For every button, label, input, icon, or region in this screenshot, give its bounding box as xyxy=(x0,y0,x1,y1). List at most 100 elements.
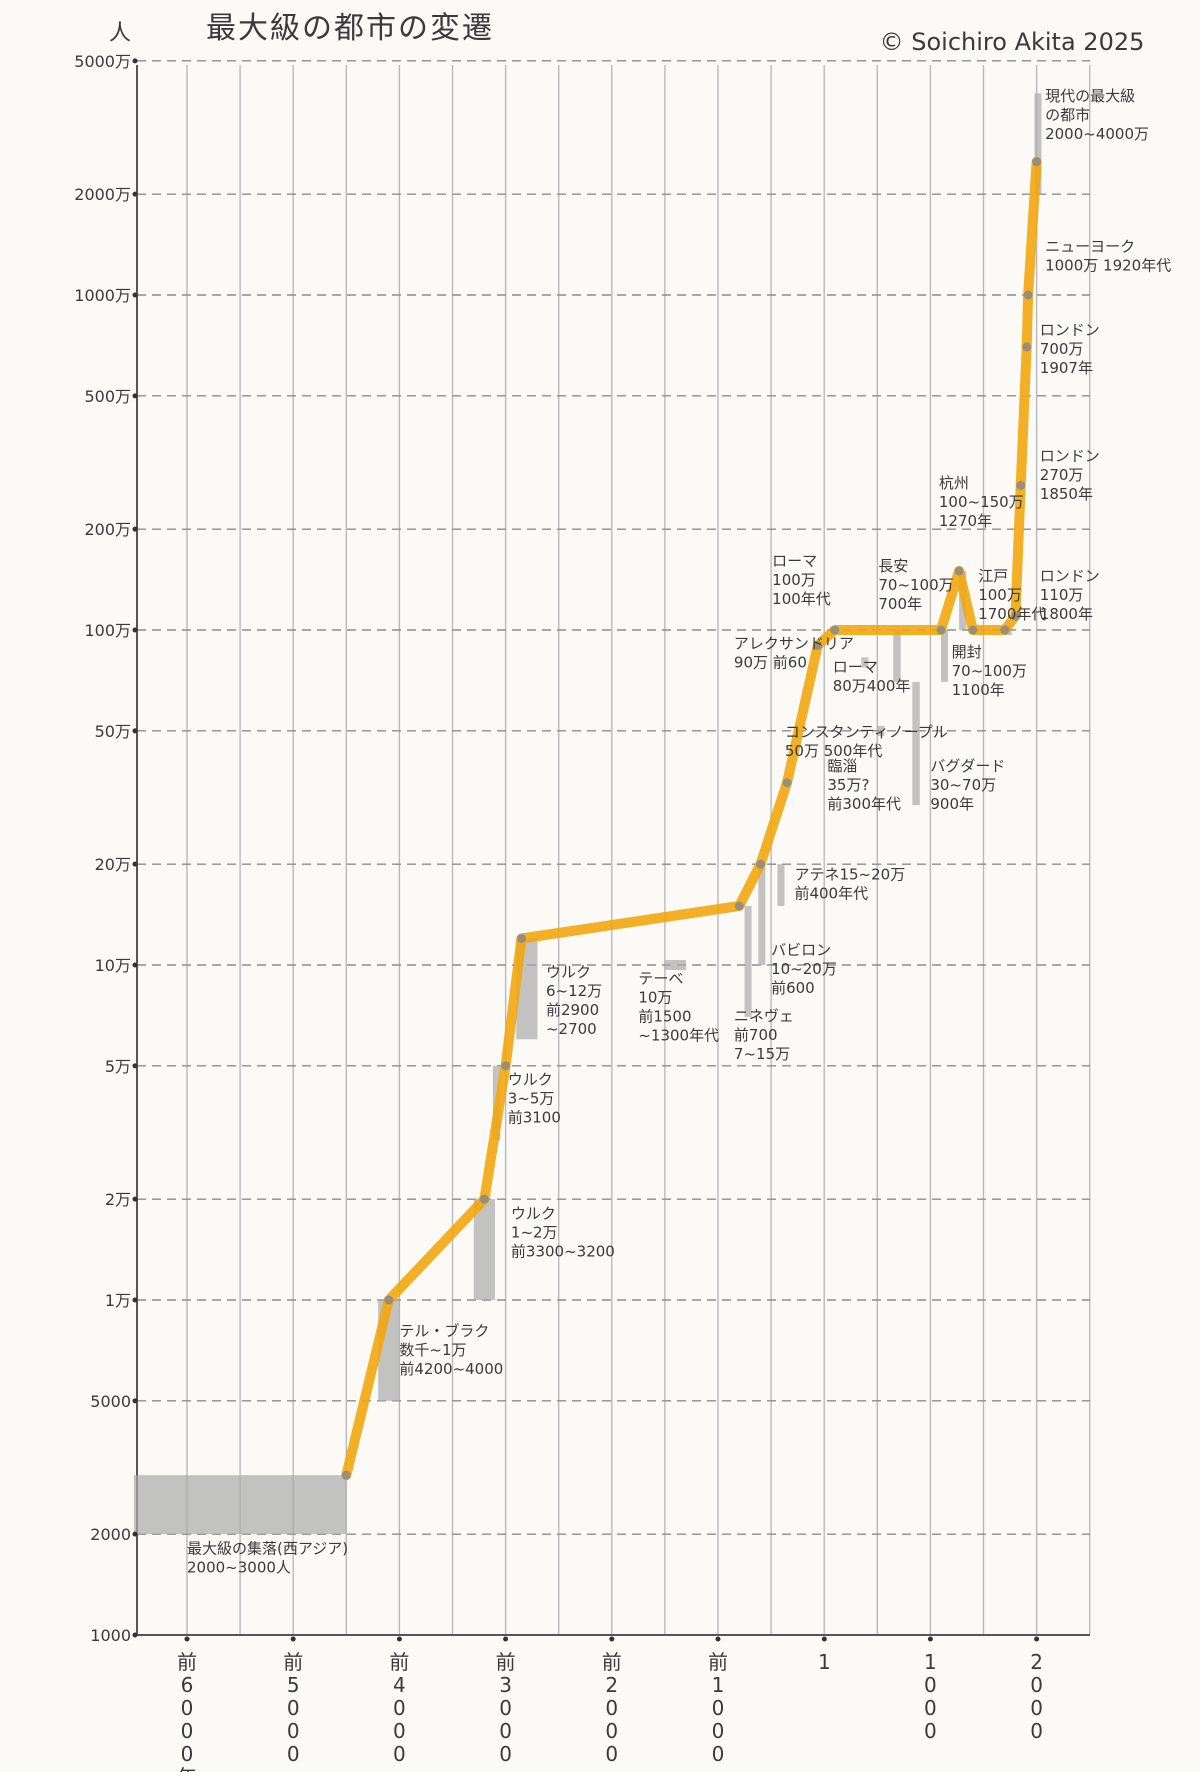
annotation: バグダード 30~70万 900年 xyxy=(930,757,1005,813)
y-tick-dot xyxy=(132,1531,138,1537)
annotation: テーベ 10万前1500 ~1300年代 xyxy=(638,970,719,1045)
range-bar xyxy=(941,630,949,682)
y-axis-label: 人 xyxy=(109,21,131,46)
x-tick-dot xyxy=(715,1636,721,1642)
data-point xyxy=(341,1470,351,1480)
range-bar xyxy=(664,960,687,970)
range-bar xyxy=(877,725,885,736)
y-tick-label: 2000 xyxy=(90,1525,131,1544)
annotation: 開封 70~100万 1100年 xyxy=(952,643,1027,699)
x-tick-label: 1 xyxy=(818,1650,831,1674)
data-point xyxy=(1032,157,1042,167)
data-point xyxy=(1023,290,1033,300)
data-point xyxy=(813,640,823,650)
data-point xyxy=(954,566,964,576)
x-tick-label: 前6000年 xyxy=(177,1650,197,1772)
tick-labels: 5000万 2000万 1000万 500万 200万 100万 50万 20万 10万 5万 2万… xyxy=(74,52,1043,1772)
range-bar xyxy=(861,657,869,668)
range-bar xyxy=(777,864,785,907)
range-bar xyxy=(473,1199,495,1300)
y-tick-dot xyxy=(132,292,138,298)
y-tick-dot xyxy=(132,526,138,532)
y-tick-label: 5万 xyxy=(105,1057,131,1076)
annotation: ウルク 1~2万前3300~3200 xyxy=(511,1205,615,1261)
y-tick-dot xyxy=(132,962,138,968)
annotation: 長安 70~100万 700年 xyxy=(878,557,953,613)
data-point xyxy=(384,1295,394,1305)
annotation: ニネヴェ前700 7~15万 xyxy=(734,1007,794,1063)
y-tick-label: 20万 xyxy=(95,855,131,874)
y-tick-dot xyxy=(132,1063,138,1069)
annotation: 江戸 100万 1700年代 xyxy=(978,567,1046,623)
data-point xyxy=(1000,625,1010,635)
annotation: ロンドン 110万 1800年 xyxy=(1040,567,1100,623)
y-tick-dot xyxy=(132,728,138,734)
x-tick-dot xyxy=(1034,1636,1040,1642)
data-point xyxy=(734,901,744,911)
x-tick-dot xyxy=(821,1636,827,1642)
grid xyxy=(136,60,1091,1636)
y-tick-dot xyxy=(132,861,138,867)
y-tick-label: 1万 xyxy=(105,1291,131,1310)
y-tick-label: 100万 xyxy=(84,621,131,640)
x-tick-dot xyxy=(290,1636,296,1642)
annotation: 臨淄 35万?前300年代 xyxy=(827,757,901,813)
annotation: コンスタンティノープル 50万 500年代 xyxy=(785,723,948,760)
range-bar xyxy=(1034,93,1042,195)
data-point xyxy=(1010,611,1020,621)
y-tick-label: 2万 xyxy=(105,1190,131,1209)
range-bar xyxy=(893,630,901,682)
y-tick-label: 5000 xyxy=(90,1392,131,1411)
y-tick-dot xyxy=(132,1632,138,1638)
annotation: 現代の最大級の都市 2000~4000万 xyxy=(1045,87,1149,143)
series-layer xyxy=(341,156,1042,1481)
y-tick-dot xyxy=(132,393,138,399)
credit-text: © Soichiro Akita 2025 xyxy=(880,28,1145,56)
x-tick-dot xyxy=(184,1636,190,1642)
range-bar xyxy=(758,864,766,965)
data-point xyxy=(1022,342,1032,352)
data-point xyxy=(501,1061,511,1071)
y-tick-dot xyxy=(132,627,138,633)
data-point xyxy=(968,625,978,635)
annotation: 杭州 100~150万 1270年 xyxy=(939,474,1024,530)
y-tick-dot xyxy=(132,191,138,197)
data-point xyxy=(755,859,765,869)
annotation: テル・ブラク数千~1万前4200~4000 xyxy=(399,1322,503,1378)
data-point xyxy=(830,625,840,635)
y-tick-label: 5000万 xyxy=(74,52,131,71)
range-bar xyxy=(912,681,920,806)
y-tick-label: 500万 xyxy=(84,387,131,406)
annotation: ウルク 3~5万前3100 xyxy=(508,1070,561,1126)
y-tick-label: 1000 xyxy=(90,1626,131,1645)
annotation: バビロン 10~20万前600 xyxy=(771,941,837,997)
x-tick-dot xyxy=(503,1636,509,1642)
range-bars xyxy=(133,93,1042,1535)
y-tick-label: 1000万 xyxy=(74,286,131,305)
range-bar xyxy=(133,1475,347,1535)
annotations: 最大級の集落(西アジア) 2000~3000人 テル・ブラク数千~1万前4200~4… xyxy=(187,87,1171,1577)
x-tick-dot xyxy=(927,1636,933,1642)
series-line xyxy=(341,156,1042,1481)
annotation: アレクサンドリア 90万 前60 xyxy=(734,635,854,672)
y-tick-dot xyxy=(132,1196,138,1202)
x-tick-dot xyxy=(609,1636,615,1642)
annotation: ロンドン 270万 1850年 xyxy=(1040,447,1100,503)
data-point xyxy=(936,625,946,635)
y-tick-dot xyxy=(132,58,138,64)
annotation: ローマ 80万400年 xyxy=(833,658,911,695)
chart-title: 最大級の都市の変遷 xyxy=(206,11,494,46)
y-tick-label: 10万 xyxy=(95,956,131,975)
annotation: ニューヨーク 1000万 1920年代 xyxy=(1045,237,1171,274)
data-point xyxy=(1016,480,1026,490)
annotation: ローマ 100万 100年代 xyxy=(772,552,831,608)
